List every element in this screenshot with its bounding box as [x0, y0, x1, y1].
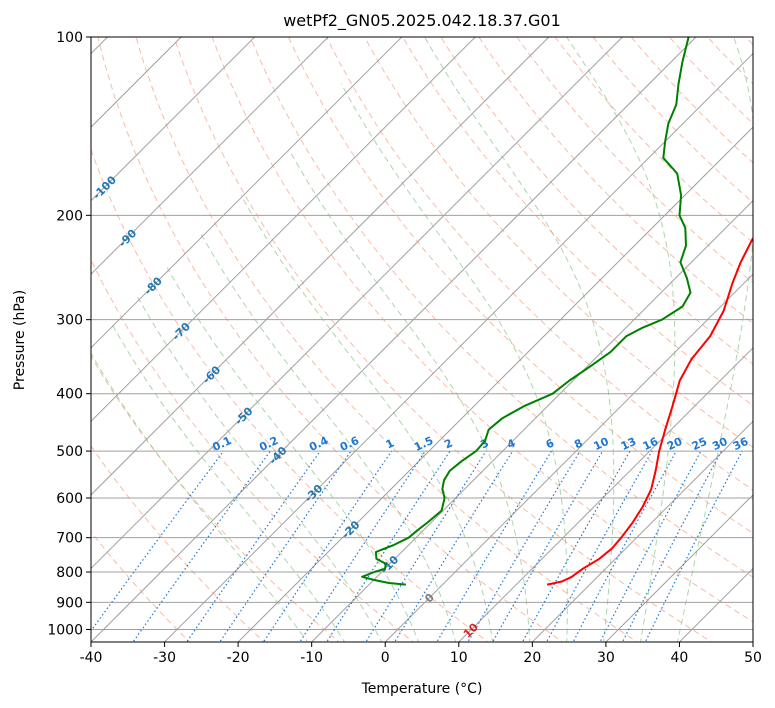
isotherm-line	[458, 347, 753, 642]
y-tick-label: 700	[56, 531, 83, 547]
y-tick-label: 800	[56, 565, 83, 581]
moist-adiabat-line	[166, 267, 420, 642]
isotherm-line	[91, 37, 403, 349]
profile-series	[361, 37, 753, 586]
mixing-ratio-label: 10	[592, 435, 612, 453]
mixing-ratio-line	[132, 450, 271, 642]
mixing-ratio-line	[262, 450, 392, 642]
isotherm-line	[91, 37, 550, 496]
y-tick-label: 900	[56, 595, 83, 611]
mixing-ratio-line	[219, 450, 352, 642]
x-axis-ticks: -40 -30 -20 -10 0 10 20 30 40 50	[80, 642, 762, 666]
mixing-ratio-label: 25	[690, 435, 709, 453]
isotherm-line	[384, 273, 753, 642]
mixing-ratio-line	[394, 450, 514, 642]
dewpoint-line	[361, 37, 692, 586]
mixing-ratio-label: 30	[710, 435, 730, 453]
mixing-ratio-line	[365, 450, 487, 642]
mixing-ratio-label: 13	[619, 435, 638, 453]
x-tick-label: -10	[300, 650, 323, 666]
x-tick-label: -30	[153, 650, 176, 666]
y-tick-label: 600	[56, 491, 83, 507]
dry-adiabat-line	[287, 37, 753, 534]
isotherm-line	[91, 37, 329, 275]
plot-background	[91, 37, 753, 642]
x-tick-label: 30	[597, 650, 615, 666]
y-tick-label: 100	[56, 30, 83, 46]
isotherm-line	[752, 641, 753, 642]
moist-adiabat-line	[137, 297, 383, 642]
dry-adiabat-line	[249, 37, 753, 578]
isotherm-line	[91, 37, 256, 202]
mixing-ratio-line	[91, 450, 224, 632]
y-tick-label: 300	[56, 313, 83, 329]
x-tick-label: -20	[227, 650, 250, 666]
mixing-ratio-label: 20	[665, 435, 685, 453]
moist-adiabat-line	[200, 233, 457, 642]
mixing-ratio-line	[299, 450, 426, 642]
x-tick-label: 40	[671, 650, 689, 666]
dry-adiabat-line	[771, 24, 775, 645]
mixing-ratio-label: 36	[731, 435, 751, 453]
isotherm-line	[531, 420, 753, 642]
y-axis-label: Pressure (hPa)	[12, 290, 28, 390]
y-axis-ticks: 100 200 300 400 500 600 700 800 900 1000	[47, 30, 91, 638]
y-tick-label: 500	[56, 444, 83, 460]
dry-adiabat-line	[364, 37, 753, 449]
isobars	[91, 37, 753, 630]
x-tick-label: 50	[744, 650, 762, 666]
temperature-line	[546, 236, 753, 586]
chart-title: wetPf2_GN05.2025.042.18.37.G01	[283, 11, 561, 31]
mixing-ratio-label: 16	[641, 435, 661, 453]
mixing-ratio-lines	[91, 450, 743, 642]
y-tick-label: 1000	[47, 622, 83, 638]
y-tick-label: 200	[56, 208, 83, 224]
isotherm-line	[605, 494, 753, 642]
x-tick-label: -40	[80, 650, 103, 666]
isotherm-line	[91, 37, 624, 570]
mixing-ratio-line	[599, 450, 702, 642]
moist-adiabat-line	[111, 323, 346, 642]
moist-adiabat-line	[340, 83, 568, 642]
mixing-ratio-line	[572, 450, 677, 642]
dry-adiabat-line	[91, 258, 415, 642]
x-axis-label: Temperature (°C)	[361, 681, 483, 697]
mixing-ratio-line	[185, 450, 321, 642]
moist-adiabat-line	[288, 149, 531, 642]
mixing-ratio-line	[467, 450, 581, 642]
x-tick-label: 0	[381, 650, 390, 666]
isotherm-line	[91, 37, 697, 642]
dry-adiabat-line	[325, 37, 753, 491]
plot-frame	[90, 36, 754, 643]
mixing-ratio-line	[621, 450, 722, 642]
x-tick-label: 20	[523, 650, 541, 666]
mixing-ratio-line	[325, 450, 451, 642]
isotherm-line	[91, 37, 477, 423]
isotherm-label: 30	[546, 682, 566, 702]
isotherm-line	[310, 199, 753, 642]
isotherm-label: 20	[503, 652, 523, 672]
dry-adiabat-line	[91, 148, 489, 642]
x-tick-label: 10	[450, 650, 468, 666]
moist-adiabat-line	[240, 195, 494, 642]
y-tick-label: 400	[56, 387, 83, 403]
isotherm-line	[163, 52, 753, 642]
